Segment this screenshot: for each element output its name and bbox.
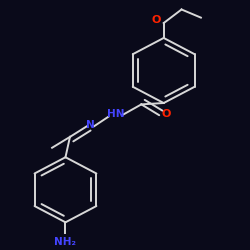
Text: O: O — [162, 109, 171, 119]
Text: N: N — [86, 120, 95, 130]
Text: HN: HN — [107, 109, 125, 119]
Text: O: O — [152, 15, 161, 25]
Text: NH₂: NH₂ — [54, 237, 76, 247]
